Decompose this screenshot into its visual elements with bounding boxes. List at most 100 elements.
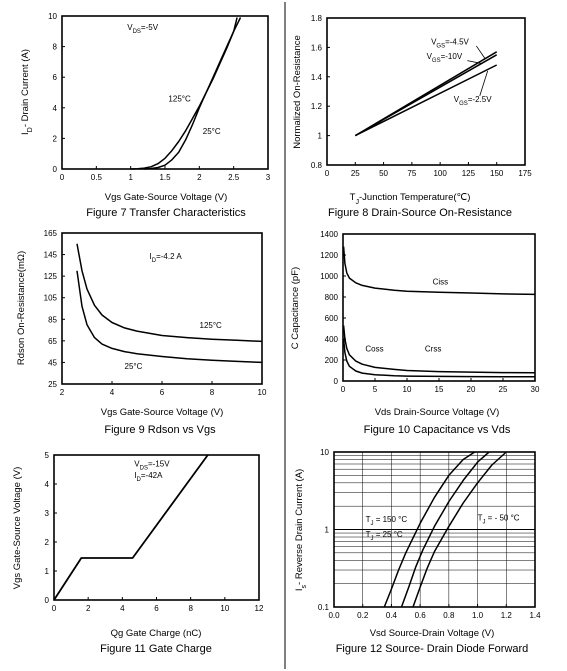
- x-tick-label: 10: [220, 604, 229, 613]
- y-tick-label: 800: [325, 293, 339, 302]
- series-line-t-j-25-c: [400, 451, 490, 608]
- x-tick-label: 15: [435, 385, 444, 394]
- y-tick-label: 600: [325, 314, 339, 323]
- x-tick-label: 1: [128, 173, 133, 182]
- y-tick-label: 8: [53, 43, 58, 52]
- x-tick-label: 2.5: [228, 173, 240, 182]
- y-axis-label: ID- Drain Current (A): [20, 49, 34, 135]
- y-tick-label: 1: [45, 567, 50, 576]
- annotation-label: 25°C: [203, 127, 221, 136]
- annotation-label: Coss: [365, 345, 383, 354]
- x-tick-label: 2: [60, 388, 65, 397]
- y-tick-label: 400: [325, 335, 339, 344]
- x-tick-label: 0: [52, 604, 57, 613]
- y-axis-label: Rdson On-Resistance(mΩ): [16, 251, 27, 365]
- x-tick-label: 6: [154, 604, 159, 613]
- x-tick-label: 125: [462, 169, 476, 178]
- y-tick-label: 2: [45, 538, 50, 547]
- y-tick-label: 5: [45, 451, 50, 460]
- x-tick-label: 0.6: [415, 611, 427, 620]
- fig9-chart: 2 4 6 8 10 25 45 65 85 105 125 145 165 ID=-4.2 A 125°C…: [16, 229, 267, 436]
- y-tick-label: 125: [44, 272, 58, 281]
- y-tick-label: 0.8: [311, 161, 323, 170]
- y-tick-label: 45: [48, 358, 57, 367]
- x-tick-label: 25: [499, 385, 508, 394]
- series-line-v-gs-2-5v: [354, 64, 498, 137]
- annotation-label: VGS=-10V: [427, 52, 463, 64]
- y-axis-label: Vgs Gate-Source Voltage (V): [12, 467, 23, 590]
- leader-line: [467, 60, 483, 64]
- annotation-label: ID=-4.2 A: [150, 252, 183, 264]
- x-axis-label: TJ-Junction Temperature(℃): [350, 192, 471, 206]
- annotation-label: TJ = 150 °C: [366, 515, 408, 527]
- figure-caption: Figure 8 Drain-Source On-Resistance: [328, 207, 512, 219]
- plot-frame: [326, 17, 526, 166]
- y-tick-label: 145: [44, 251, 58, 260]
- y-tick-label: 0: [334, 377, 339, 386]
- leader-line: [479, 70, 489, 97]
- y-tick-label: 1400: [320, 230, 338, 239]
- series-line-coss: [342, 325, 536, 374]
- annotation-label: ID=-42A: [134, 471, 163, 483]
- annotation-label: VGS=-4.5V: [431, 37, 469, 49]
- x-tick-label: 25: [351, 169, 360, 178]
- annotation-label: 25°C: [125, 362, 143, 371]
- y-axis-label: Normalized On-Resistance: [292, 35, 303, 149]
- series-line-crss: [342, 338, 536, 378]
- series-line-125-c: [130, 17, 238, 170]
- annotation-label: Ciss: [433, 277, 449, 286]
- x-axis-label: Vgs Gate-Source Voltage (V): [105, 192, 228, 203]
- figure-caption: Figure 12 Source- Drain Diode Forward: [336, 643, 529, 655]
- plot-frame: [342, 233, 536, 382]
- series-line-25-c: [76, 270, 263, 364]
- fig12-chart: 0.0 0.2 0.4 0.6 0.8 1.0 1.2 1.4 0.1 1 10 TJ = 150 °…: [294, 448, 541, 655]
- y-tick-label: 1.8: [311, 14, 323, 23]
- x-tick-label: 0: [325, 169, 330, 178]
- y-axis-label: Is- Reverse Drain Current (A): [294, 469, 308, 591]
- plot-frame: [61, 15, 269, 170]
- y-axis-label: C Capacitance (pF): [290, 267, 301, 349]
- x-tick-label: 10: [258, 388, 267, 397]
- figure-caption: Figure 11 Gate Charge: [100, 643, 212, 655]
- leader-line: [476, 45, 486, 60]
- x-tick-label: 150: [490, 169, 504, 178]
- y-tick-label: 1.6: [311, 43, 323, 52]
- y-tick-label: 105: [44, 294, 58, 303]
- series-line-v-gs-10v: [354, 54, 498, 137]
- x-tick-label: 6: [160, 388, 165, 397]
- y-tick-label: 1000: [320, 272, 338, 281]
- x-tick-label: 0.4: [386, 611, 398, 620]
- x-tick-label: 3: [266, 173, 271, 182]
- x-tick-label: 0.0: [328, 611, 340, 620]
- x-tick-label: 2: [197, 173, 202, 182]
- annotation-label: VGS=-2.5V: [454, 95, 492, 107]
- x-axis-label: Vds Drain-Source Voltage (V): [375, 407, 500, 418]
- y-tick-label: 1.2: [311, 102, 323, 111]
- x-tick-label: 0: [341, 385, 346, 394]
- y-tick-label: 4: [53, 104, 58, 113]
- y-tick-label: 10: [48, 12, 57, 21]
- x-tick-label: 20: [467, 385, 476, 394]
- fig7-chart: 0 0.5 1 1.5 2 2.5 3 0 2 4 6 8 10 VDS=-5V 125°C 25°C Vgs …: [20, 12, 271, 219]
- figure-caption: Figure 10 Capacitance vs Vds: [364, 424, 511, 436]
- x-tick-label: 0: [60, 173, 65, 182]
- x-tick-label: 10: [403, 385, 412, 394]
- series-line-vgs: [53, 454, 209, 601]
- annotation-label: 125°C: [200, 321, 223, 330]
- x-tick-label: 1.5: [159, 173, 171, 182]
- x-axis-label: Vgs Gate-Source Voltage (V): [101, 407, 224, 418]
- x-tick-label: 4: [120, 604, 125, 613]
- grid: [333, 452, 536, 607]
- annotation-label: VDS=-15V: [134, 460, 170, 472]
- series-line-t-j-50-c: [412, 451, 507, 608]
- y-tick-label: 85: [48, 315, 57, 324]
- annotation-label: 125°C: [168, 95, 191, 104]
- y-tick-label: 4: [45, 480, 50, 489]
- y-tick-label: 2: [53, 134, 58, 143]
- x-tick-label: 2: [86, 604, 91, 613]
- x-tick-label: 1.4: [529, 611, 541, 620]
- x-tick-label: 0.8: [443, 611, 455, 620]
- x-tick-label: 8: [188, 604, 193, 613]
